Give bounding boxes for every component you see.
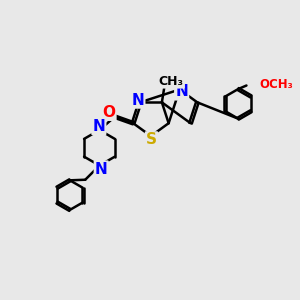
Text: N: N <box>95 162 108 177</box>
Text: N: N <box>92 119 105 134</box>
Text: OCH₃: OCH₃ <box>259 78 292 92</box>
Text: N: N <box>175 84 188 99</box>
Text: CH₃: CH₃ <box>159 75 184 88</box>
Text: O: O <box>102 105 116 120</box>
Text: N: N <box>131 92 144 107</box>
Text: S: S <box>146 132 157 147</box>
